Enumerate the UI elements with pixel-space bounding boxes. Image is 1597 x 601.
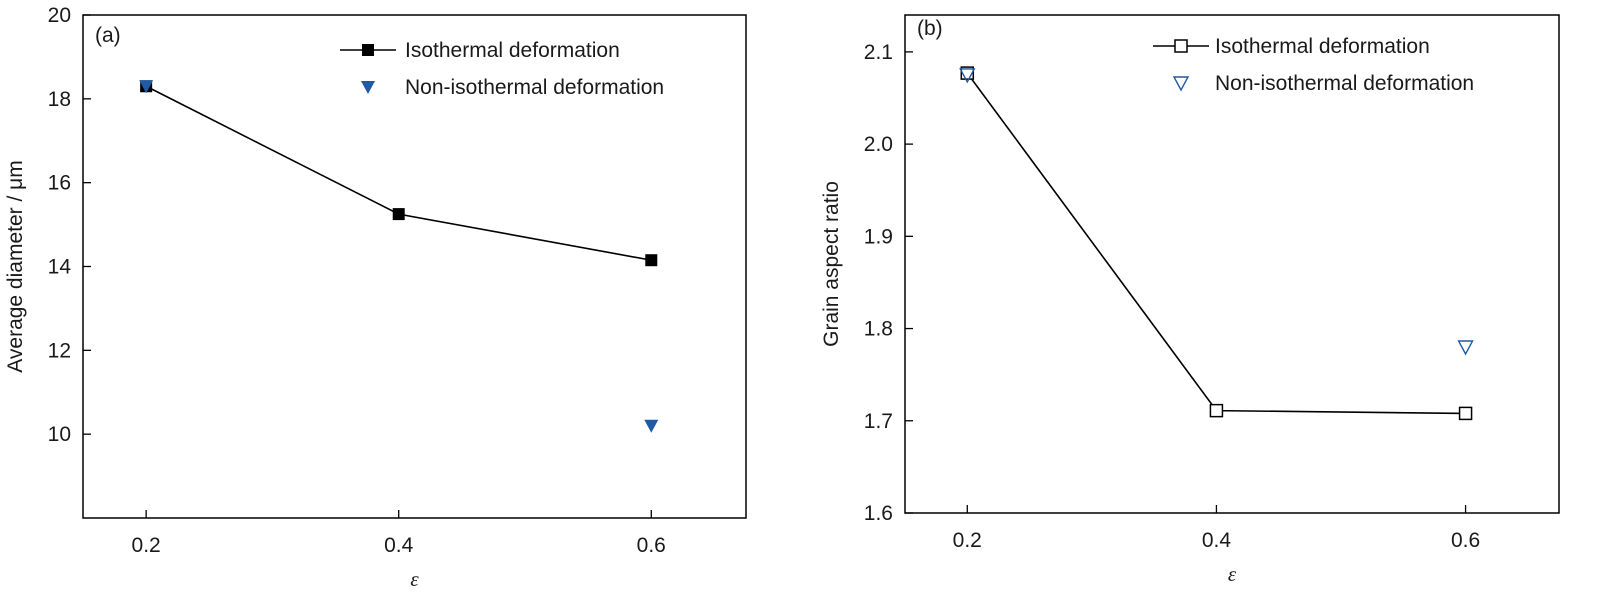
x-tick-label: 0.6 <box>637 534 666 557</box>
plot-frame <box>904 14 1560 514</box>
panel-b: (b) 0.2 0.4 0.6 1.6 1.7 1.8 1.9 2.0 2.1 ε Grain asp… <box>820 14 1560 586</box>
data-point <box>959 68 976 84</box>
y-tick-label: 14 <box>48 256 72 279</box>
y-tick-label: 12 <box>48 339 71 362</box>
x-tick-label: 0.2 <box>132 534 161 557</box>
panel-a: (a) 0.2 0.4 0.6 10 12 14 16 18 20 ε Average diamete… <box>4 4 747 591</box>
x-tick-label: 0.4 <box>1202 529 1232 552</box>
data-point <box>1457 340 1474 356</box>
y-axis-label: Grain aspect ratio <box>820 181 843 347</box>
x-tick-label: 0.6 <box>1451 529 1480 552</box>
legend-marker <box>1172 76 1190 92</box>
panel-tag: (b) <box>917 17 943 40</box>
y-tick-label: 16 <box>48 172 71 195</box>
y-tick-label: 1.8 <box>864 318 893 341</box>
y-tick-label: 1.6 <box>864 502 893 525</box>
data-point <box>392 208 405 221</box>
y-axis-label: Average diameter / μm <box>4 160 27 372</box>
legend-label: Isothermal deformation <box>405 39 620 62</box>
x-axis-label: ε <box>1228 562 1237 586</box>
data-point <box>644 419 659 433</box>
data-point <box>1458 406 1473 421</box>
y-tick-label: 20 <box>48 4 71 27</box>
y-tick-label: 1.9 <box>864 225 893 248</box>
series-line <box>145 85 652 261</box>
panel-tag: (a) <box>95 24 121 47</box>
legend-marker <box>361 81 375 94</box>
legend-label: Non-isothermal deformation <box>405 76 664 99</box>
y-tick-label: 1.7 <box>864 410 893 433</box>
data-point <box>645 254 658 267</box>
y-tick-label: 18 <box>48 88 71 111</box>
y-tick-label: 10 <box>48 423 71 446</box>
legend-marker <box>1174 39 1188 53</box>
data-point <box>139 80 154 94</box>
x-tick-label: 0.2 <box>953 529 982 552</box>
legend-label: Isothermal deformation <box>1215 35 1430 58</box>
x-tick-label: 0.4 <box>384 534 414 557</box>
series-line <box>966 72 1466 415</box>
legend-label: Non-isothermal deformation <box>1215 72 1474 95</box>
legend-marker <box>362 44 374 56</box>
data-point <box>1209 403 1224 418</box>
x-axis-label: ε <box>410 567 419 591</box>
y-tick-label: 2.0 <box>864 133 893 156</box>
y-tick-label: 2.1 <box>864 41 893 64</box>
